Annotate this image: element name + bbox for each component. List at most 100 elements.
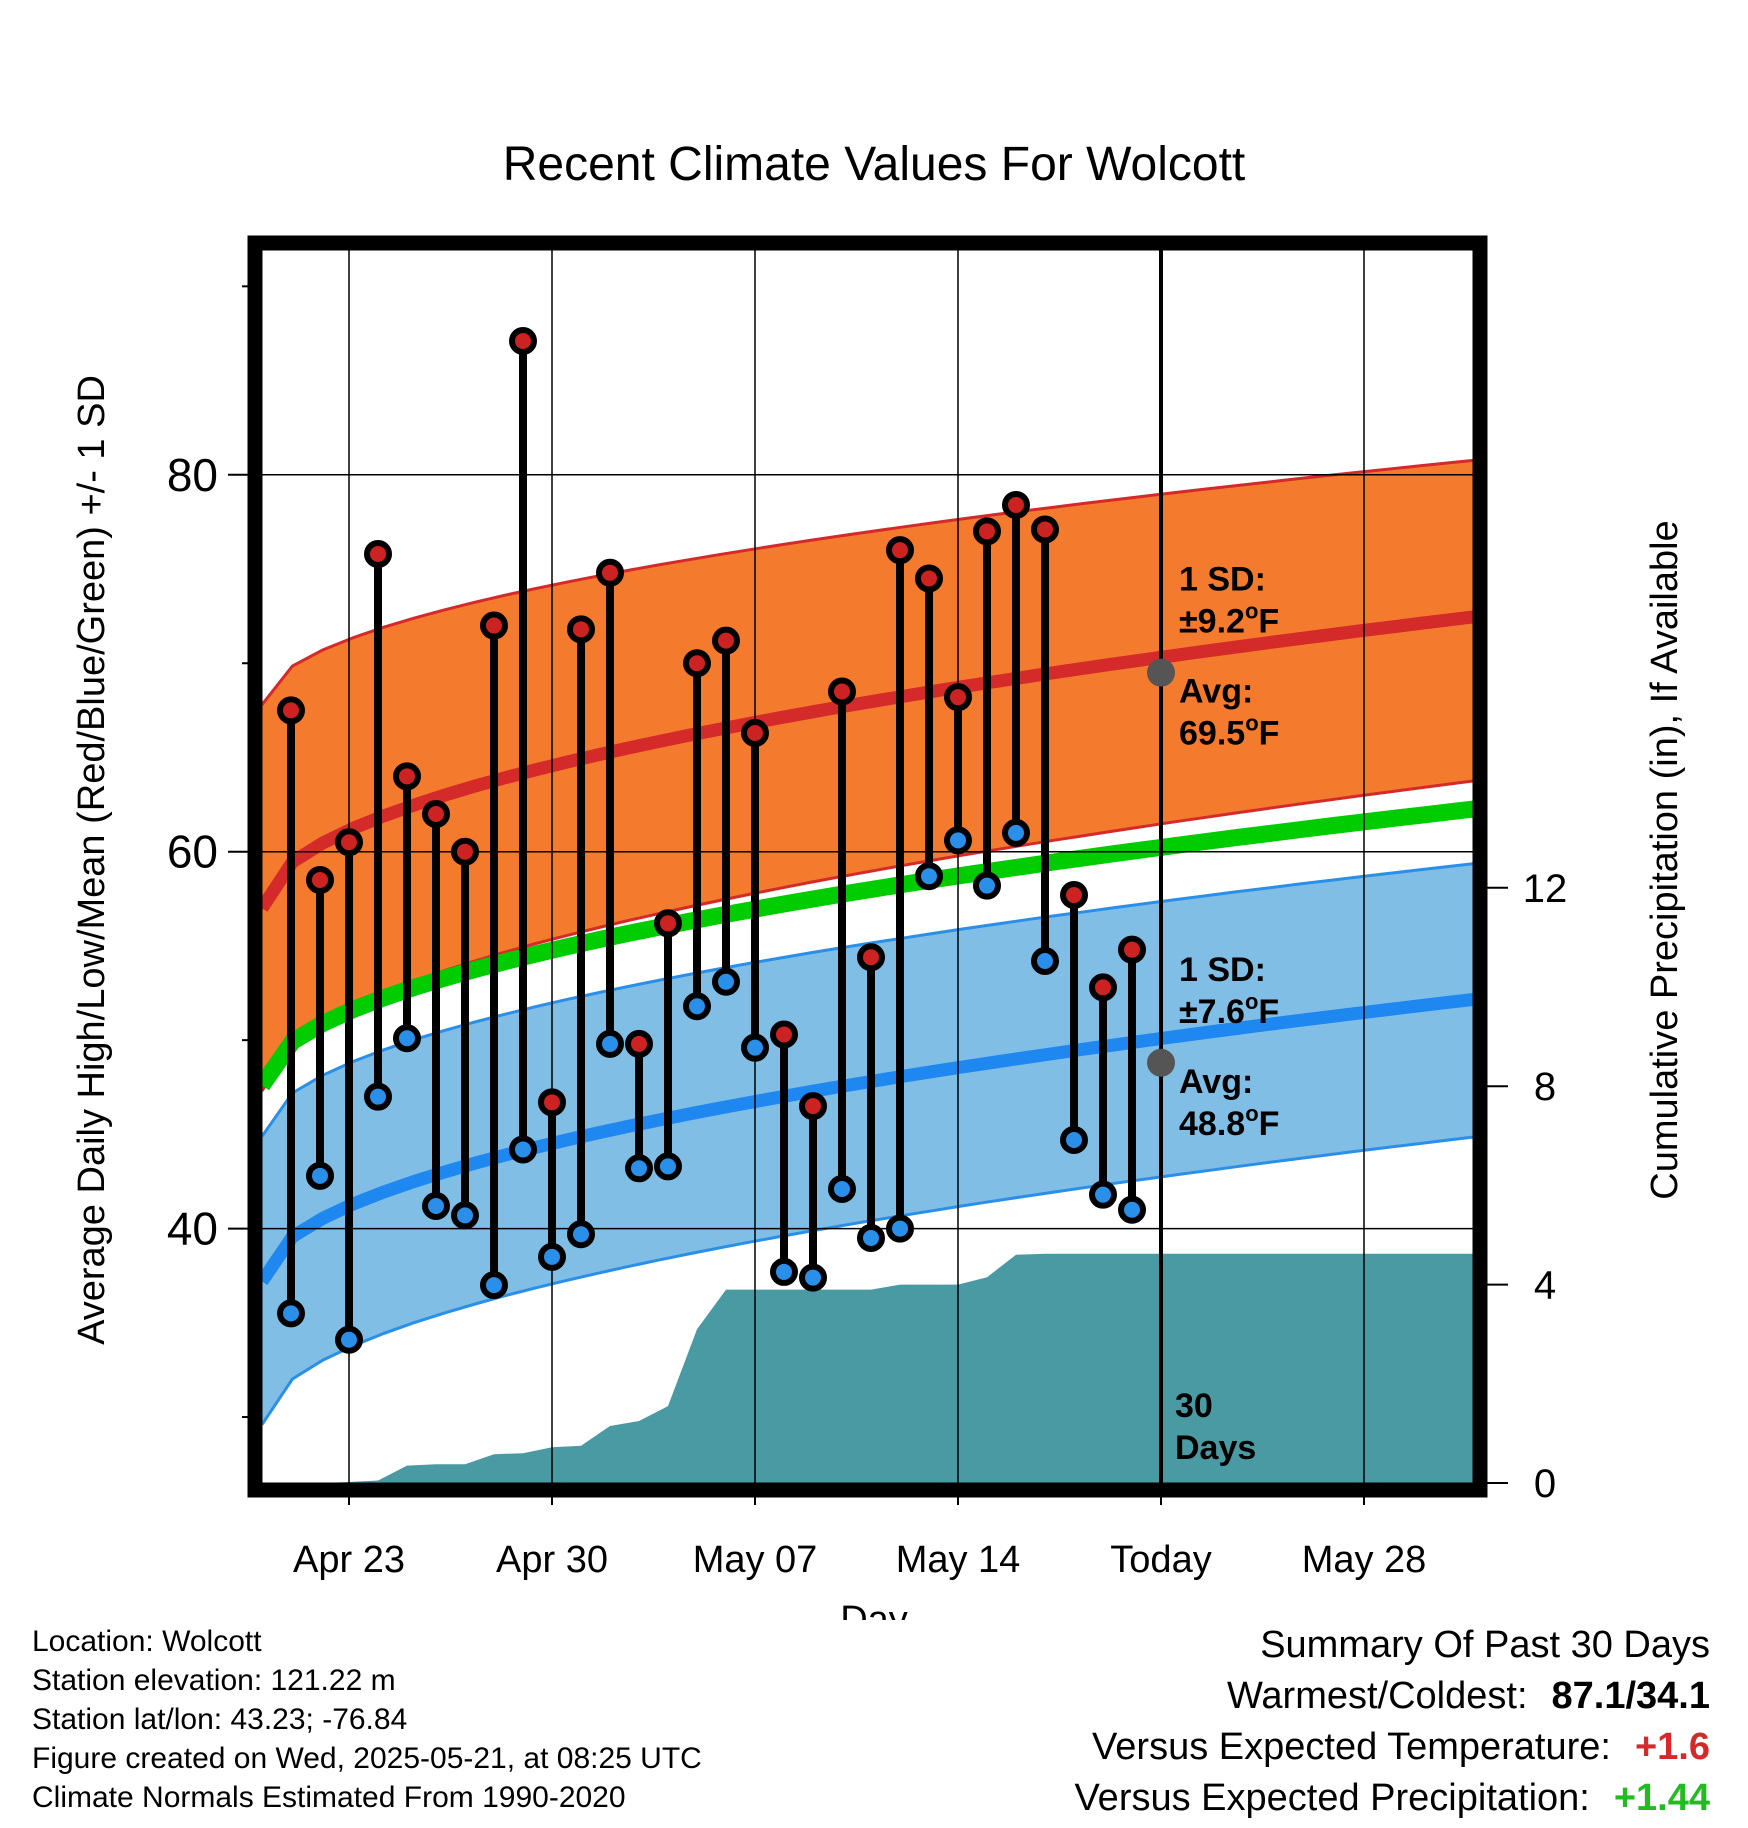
summary-warmest-row: Warmest/Coldest: 87.1/34.1 xyxy=(1074,1671,1710,1722)
low-point xyxy=(857,1224,885,1253)
high-point xyxy=(1031,515,1059,544)
high-point xyxy=(973,517,1001,546)
low-point xyxy=(1118,1195,1146,1224)
high-point xyxy=(1089,973,1117,1002)
low-point xyxy=(683,992,711,1021)
location-text: Location: Wolcott xyxy=(32,1625,262,1658)
high-sd-band xyxy=(262,459,1480,1091)
low-point xyxy=(915,862,943,891)
normals-text: Climate Normals Estimated From 1990-2020 xyxy=(32,1781,626,1814)
x-tick-label: Apr 30 xyxy=(496,1539,608,1581)
x-tick-label: Today xyxy=(1110,1539,1211,1581)
high-point xyxy=(277,696,305,725)
high-point xyxy=(480,611,508,640)
low-point xyxy=(1089,1180,1117,1209)
precipitation-area xyxy=(262,1253,1480,1483)
high-point xyxy=(683,649,711,678)
y-right-tick-label: 12 xyxy=(1523,867,1568,911)
summary-precip-row: Versus Expected Precipitation: +1.44 xyxy=(1074,1773,1710,1824)
low-point xyxy=(335,1325,363,1354)
high-avg-label: Avg: xyxy=(1179,673,1253,711)
warmest-label: Warmest/Coldest: xyxy=(1226,1675,1528,1717)
low-point xyxy=(509,1135,537,1164)
high-point xyxy=(1060,881,1088,910)
high-avg-value: 69.5oF xyxy=(1179,711,1279,753)
high-point xyxy=(567,615,595,644)
low-point xyxy=(828,1175,856,1204)
high-point xyxy=(770,1020,798,1049)
low-point xyxy=(944,826,972,855)
high-point xyxy=(857,943,885,972)
y-tick-label: 60 xyxy=(167,826,218,878)
x-tick-label: Apr 23 xyxy=(293,1539,405,1581)
y-tick-label: 80 xyxy=(167,449,218,501)
days-count-label: 30 xyxy=(1175,1387,1213,1425)
low-point xyxy=(480,1271,508,1300)
high-point xyxy=(915,564,943,593)
high-normal-line xyxy=(262,609,1480,912)
low-point xyxy=(973,871,1001,900)
station-info: Location: Wolcott Station elevation: 121… xyxy=(32,1622,702,1817)
temp-value: +1.6 xyxy=(1634,1726,1710,1768)
low-point xyxy=(596,1029,624,1058)
low-point xyxy=(625,1154,653,1183)
days-word-label: Days xyxy=(1175,1429,1256,1467)
low-point xyxy=(277,1299,305,1328)
low-point xyxy=(538,1242,566,1271)
low-point xyxy=(799,1263,827,1292)
summary-temp-row: Versus Expected Temperature: +1.6 xyxy=(1074,1722,1710,1773)
y-right-tick-label: 0 xyxy=(1534,1462,1556,1506)
high-point xyxy=(1002,490,1030,519)
high-point xyxy=(625,1029,653,1058)
high-avg-marker xyxy=(1147,658,1175,687)
precip-value: +1.44 xyxy=(1613,1777,1710,1819)
low-point xyxy=(886,1214,914,1243)
high-point xyxy=(712,626,740,655)
plot-frame xyxy=(247,235,1488,1498)
high-point xyxy=(741,718,769,747)
high-point xyxy=(422,800,450,829)
high-point xyxy=(799,1092,827,1121)
low-point xyxy=(741,1033,769,1062)
high-point xyxy=(944,683,972,712)
warmest-value: 87.1/34.1 xyxy=(1551,1675,1710,1717)
low-point xyxy=(712,967,740,996)
low-point xyxy=(567,1220,595,1249)
high-sd-value: ±9.2oF xyxy=(1179,599,1279,641)
high-point xyxy=(538,1088,566,1117)
high-point xyxy=(1118,935,1146,964)
y-axis-label: Average Daily High/Low/Mean (Red/Blue/Gr… xyxy=(71,375,113,1345)
x-tick-label: May 07 xyxy=(693,1539,818,1581)
high-sd-band-upper-edge xyxy=(262,458,1480,706)
high-point xyxy=(654,909,682,938)
x-axis-label: Day xyxy=(840,1599,908,1620)
low-sd-label: 1 SD: xyxy=(1179,951,1266,989)
high-point xyxy=(828,677,856,706)
low-sd-value: ±7.6oF xyxy=(1179,989,1279,1031)
high-point xyxy=(335,828,363,857)
low-point xyxy=(306,1161,334,1190)
elevation-text: Station elevation: 121.22 m xyxy=(32,1664,396,1697)
high-point xyxy=(451,837,479,866)
low-point xyxy=(654,1152,682,1181)
high-point xyxy=(886,536,914,565)
x-tick-label: May 28 xyxy=(1302,1539,1427,1581)
created-text: Figure created on Wed, 2025-05-21, at 08… xyxy=(32,1742,702,1775)
low-point xyxy=(770,1257,798,1286)
summary-title: Summary Of Past 30 Days xyxy=(1260,1624,1710,1666)
y-tick-label: 40 xyxy=(167,1203,218,1255)
low-point xyxy=(422,1191,450,1220)
low-avg-marker xyxy=(1147,1048,1175,1077)
low-point xyxy=(1031,946,1059,975)
low-point xyxy=(1002,818,1030,847)
high-point xyxy=(306,865,334,894)
summary-panel: Summary Of Past 30 Days Warmest/Coldest:… xyxy=(1074,1620,1710,1824)
y-axis-right-label: Cumulative Precipitation (in), If Availa… xyxy=(1644,520,1686,1199)
low-avg-label: Avg: xyxy=(1179,1063,1253,1101)
high-point xyxy=(509,326,537,355)
x-tick-label: May 14 xyxy=(896,1539,1021,1581)
low-point xyxy=(1060,1126,1088,1155)
latlon-text: Station lat/lon: 43.23; -76.84 xyxy=(32,1703,408,1736)
high-point xyxy=(364,539,392,568)
low-point xyxy=(364,1082,392,1111)
